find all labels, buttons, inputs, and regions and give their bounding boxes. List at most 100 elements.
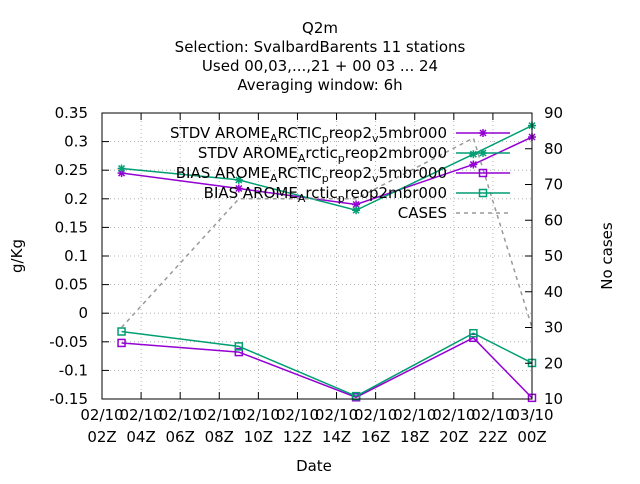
legend-label-part: A [270, 132, 278, 145]
x-axis-label: Date [296, 457, 332, 475]
y-tick-label: 0.2 [64, 190, 88, 208]
y-tick-label: -0.15 [49, 390, 88, 408]
data-point [117, 164, 126, 173]
legend-label-part: A [270, 172, 278, 185]
data-point [469, 150, 478, 159]
legend-label: BIAS AROMEArcticpreop2mbr000 [204, 184, 447, 205]
x-tick-label: 12Z [283, 428, 312, 446]
legend-label-part: p [338, 152, 345, 165]
title-line: Averaging window: 6h [237, 76, 402, 94]
x-tick-label: 20Z [439, 428, 468, 446]
legend-label: STDV AROMEArcticpreop2mbr000 [198, 144, 447, 165]
axes: 0.35 0.3 0.25 0.2 0.15 0.1 0.05 0 -0.05 -0.1 -0.15… [8, 104, 616, 475]
series-layer [117, 121, 537, 403]
x-tick-label: 16Z [361, 428, 390, 446]
x-tick-label: 02/10 [276, 406, 319, 424]
x-tick-label: 04Z [126, 428, 155, 446]
legend-label-part: p [322, 172, 329, 185]
legend-label-part: reop2mbr000 [345, 144, 447, 162]
data-point [352, 206, 361, 215]
data-point [469, 328, 478, 338]
legend-label-part: 5mbr000 [379, 124, 447, 142]
y2-tick-label: 10 [544, 390, 563, 408]
data-point [234, 184, 243, 193]
y2-tick-label: 50 [544, 247, 563, 265]
x-tick-label: 06Z [165, 428, 194, 446]
y2-tick-label: 70 [544, 176, 563, 194]
y-tick-label: 0 [78, 304, 88, 322]
y2-tick-label: 80 [544, 140, 563, 158]
legend-label-part: v [372, 132, 379, 145]
legend-label-part: v [372, 172, 379, 185]
y2-tick-label: 30 [544, 319, 563, 337]
series-line [121, 330, 533, 397]
legend-label-part: CASES [398, 204, 447, 222]
x-tick-label: 14Z [322, 428, 351, 446]
x-tick-label: 02/10 [159, 406, 202, 424]
x-tick-label: 02/10 [119, 406, 162, 424]
data-point [117, 327, 126, 336]
legend-label: STDV AROMEARCTICpreop2v5mbr000 [170, 124, 447, 145]
title-line: Q2m [302, 19, 338, 37]
x-tick-label: 00Z [517, 428, 546, 446]
title-line: Selection: SvalbardBarents 11 stations [175, 38, 466, 56]
y-tick-label: 0.25 [55, 161, 88, 179]
legend-label-part: BIAS AROME [204, 184, 298, 202]
y-tick-label: 0.05 [55, 276, 88, 294]
legend-label-part: reop2mbr000 [345, 184, 447, 202]
data-point [234, 347, 244, 357]
legend-label-part: A [298, 152, 306, 165]
data-point [478, 188, 488, 198]
x-tick-label: 02/10 [198, 406, 241, 424]
x-tick-label: 18Z [400, 428, 429, 446]
data-point [234, 342, 244, 351]
x-tick-label: 02Z [87, 428, 116, 446]
y-tick-label: 0.35 [55, 104, 88, 122]
legend-label-part: p [322, 132, 329, 145]
y2-tick-label: 90 [544, 104, 563, 122]
x-tick-label: 02/10 [237, 406, 280, 424]
x-tick-label: 22Z [478, 428, 507, 446]
x-tick-label: 02/10 [432, 406, 475, 424]
y2-tick-label: 40 [544, 283, 563, 301]
y-tick-label: 0.3 [64, 133, 88, 151]
legend-label-part: rctic [305, 184, 337, 202]
legend-label-part: rctic [305, 144, 337, 162]
x-tick-label: 02/10 [354, 406, 397, 424]
legend-label: BIAS AROMEARCTICpreop2v5mbr000 [176, 164, 447, 185]
data-point [479, 149, 487, 157]
x-tick-label: 02/10 [80, 406, 123, 424]
data-point [469, 333, 478, 343]
x-tick-label: 02/10 [471, 406, 514, 424]
y-tick-label: 0.15 [55, 218, 88, 236]
legend-label-part: RCTIC [277, 124, 321, 142]
legend-label-part: STDV AROME [170, 124, 270, 142]
series-line [120, 136, 533, 329]
legend-label-part: reop2 [329, 164, 372, 182]
x-tick-label: 03/10 [510, 406, 553, 424]
y-tick-label: -0.1 [59, 361, 88, 379]
x-tick-label: 02/10 [315, 406, 358, 424]
series-BIAS AROME_ARCTIC_preop2_v5mbr000 [117, 333, 537, 403]
legend-label: CASES [398, 204, 447, 222]
legend-label-part: BIAS AROME [176, 164, 270, 182]
series-STDV AROME_Arctic_preop2mbr000 [117, 121, 536, 215]
x-tick-label: 02/10 [393, 406, 436, 424]
y2-tick-label: 20 [544, 354, 563, 372]
x-tick-label: 10Z [244, 428, 273, 446]
data-point [117, 338, 126, 348]
data-point [234, 175, 243, 184]
legend-label-part: 5mbr000 [379, 164, 447, 182]
series-CASES [120, 136, 533, 329]
data-point [352, 200, 361, 209]
x-tick-label: 08Z [205, 428, 234, 446]
series-line [121, 336, 533, 399]
y-tick-label: -0.05 [49, 333, 88, 351]
y-axis-label: g/Kg [8, 239, 26, 273]
legend-label-part: STDV AROME [198, 144, 298, 162]
y2-axis-label: No cases [598, 222, 616, 290]
legend-label-part: reop2 [329, 124, 372, 142]
